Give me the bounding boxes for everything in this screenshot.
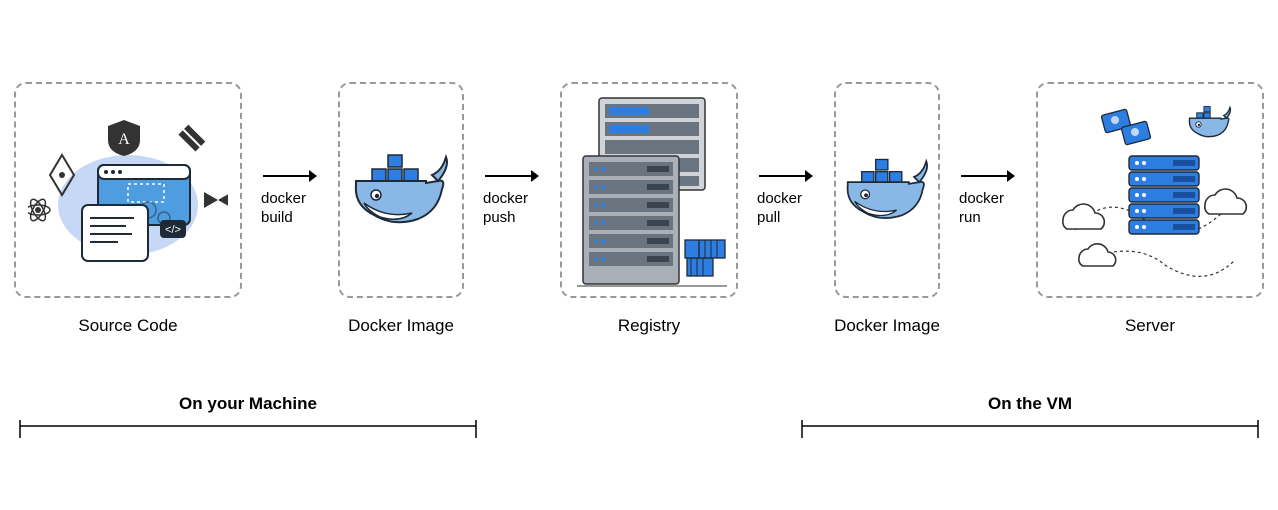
label-source-code: Source Code bbox=[14, 316, 242, 336]
stage-source-code: A </> bbox=[14, 82, 242, 298]
stage-registry bbox=[560, 82, 738, 298]
arrow-icon bbox=[261, 168, 319, 184]
labels-row: Source Code Docker Image Registry Docker… bbox=[14, 316, 1264, 336]
stage-docker-image-2 bbox=[834, 82, 940, 298]
svg-text:</>: </> bbox=[165, 224, 181, 236]
arrow-docker-run: docker run bbox=[959, 152, 1017, 228]
registry-illustration bbox=[569, 90, 729, 290]
arrow-docker-pull: docker pull bbox=[757, 152, 815, 228]
arrow-icon bbox=[483, 168, 541, 184]
bracket-on-the-vm: On the VM bbox=[800, 394, 1260, 440]
bracket-icon bbox=[18, 420, 478, 440]
docker-whale-icon bbox=[346, 145, 456, 235]
arrow-icon bbox=[959, 168, 1017, 184]
label-server: Server bbox=[1036, 316, 1264, 336]
label-registry: Registry bbox=[560, 316, 738, 336]
arrow-icon bbox=[757, 168, 815, 184]
docker-whale-icon bbox=[839, 150, 935, 230]
label-docker-image-2: Docker Image bbox=[834, 316, 940, 336]
bracket-icon bbox=[800, 420, 1260, 440]
source-code-illustration: A </> bbox=[28, 100, 228, 280]
svg-text:A: A bbox=[118, 131, 130, 148]
server-illustration bbox=[1045, 90, 1255, 290]
bracket-label-machine: On your Machine bbox=[179, 394, 317, 414]
arrow-label-pull: docker pull bbox=[757, 190, 802, 228]
bracket-label-vm: On the VM bbox=[988, 394, 1072, 414]
arrow-docker-push: docker push bbox=[483, 152, 541, 228]
label-docker-image-1: Docker Image bbox=[338, 316, 464, 336]
arrow-label-run: docker run bbox=[959, 190, 1004, 228]
stage-docker-image-1 bbox=[338, 82, 464, 298]
stages-row: A </> bbox=[14, 82, 1264, 298]
bracket-on-your-machine: On your Machine bbox=[18, 394, 478, 440]
arrow-label-push: docker push bbox=[483, 190, 528, 228]
stage-server bbox=[1036, 82, 1264, 298]
arrow-docker-build: docker build bbox=[261, 152, 319, 228]
arrow-label-build: docker build bbox=[261, 190, 306, 228]
